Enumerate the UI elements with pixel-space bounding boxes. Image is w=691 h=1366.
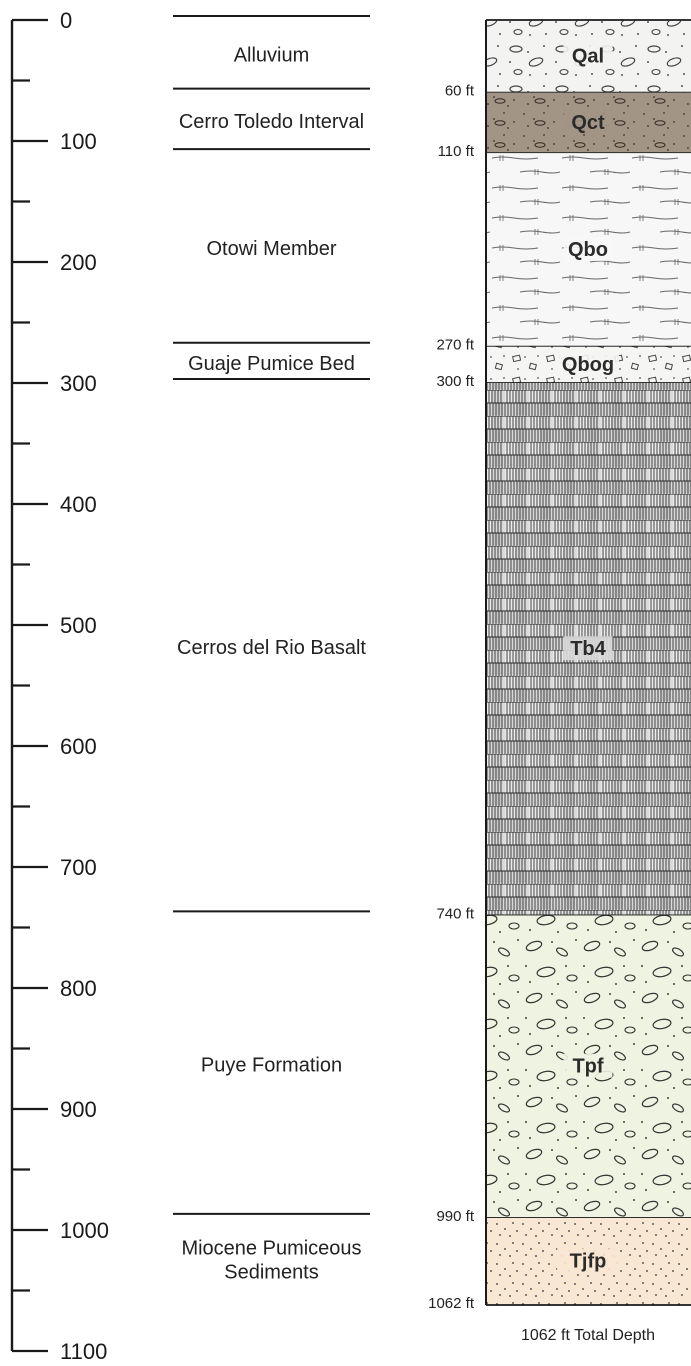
formation-name: Alluvium bbox=[234, 44, 310, 66]
scale-tick-label: 600 bbox=[60, 734, 97, 759]
scale-tick-label: 100 bbox=[60, 129, 97, 154]
column-unit-label-bg bbox=[557, 351, 619, 376]
scale-tick-label: 700 bbox=[60, 855, 97, 880]
formation-name-line: Sediments bbox=[224, 1261, 319, 1283]
formation-name: Otowi Member bbox=[206, 238, 336, 260]
formation-labels: Alluvium Cerro Toledo Interval Otowi Membe… bbox=[173, 15, 370, 1283]
formation-name: Cerros del Rio Basalt bbox=[177, 637, 366, 659]
scale-tick-label: 500 bbox=[60, 613, 97, 638]
formation-name: Cerro Toledo Interval bbox=[179, 111, 364, 133]
column-unit-label: Tjfp bbox=[570, 1250, 607, 1272]
boundary-depth-label: 270 ft bbox=[436, 337, 474, 354]
column-unit-label-bg bbox=[563, 109, 613, 134]
boundary-depth-label: 990 ft bbox=[436, 1208, 474, 1225]
scale-tick-label: 300 bbox=[60, 371, 97, 396]
formation-name: Puye Formation bbox=[201, 1055, 342, 1077]
scale-tick-label: 1100 bbox=[60, 1339, 107, 1364]
stratigraphic-column: Qal Qct Qbo Qbog Tb4 Tpf Tjfp bbox=[485, 19, 691, 1306]
boundary-depth-label: 110 ft bbox=[438, 143, 475, 160]
column-unit-label: Qbo bbox=[568, 239, 608, 261]
scale-tick-label: 200 bbox=[60, 250, 97, 275]
column-unit-label-bg bbox=[563, 236, 613, 261]
column-unit-label: Tpf bbox=[572, 1056, 603, 1078]
column-unit-label-bg bbox=[563, 636, 613, 661]
total-depth-label: 1062 ft Total Depth bbox=[521, 1327, 655, 1344]
boundary-depth-label: 740 ft bbox=[436, 905, 474, 922]
column-unit-label: Qct bbox=[571, 112, 605, 134]
column-unit-label: Qal bbox=[572, 45, 604, 67]
formation-name: Guaje Pumice Bed bbox=[188, 353, 355, 375]
column-unit-label: Tb4 bbox=[570, 638, 606, 660]
column-unit-label-bg bbox=[563, 1053, 613, 1078]
scale-tick-label: 0 bbox=[60, 8, 72, 33]
scale-tick-label: 800 bbox=[60, 976, 97, 1001]
boundary-depth-label: 300 ft bbox=[436, 373, 474, 390]
boundary-depth-labels: 60 ft 110 ft 270 ft 300 ft 740 ft 990 ft 1062 … bbox=[428, 83, 475, 1312]
column-unit-label-bg bbox=[557, 1248, 619, 1273]
scale-tick-label: 900 bbox=[60, 1097, 97, 1122]
depth-scale: 0 100 200 300 400 500 600 700 800 900 1000 1100 bbox=[10, 8, 109, 1364]
column-unit-label: Qbog bbox=[562, 354, 614, 376]
boundary-depth-label: 1062 ft bbox=[428, 1295, 475, 1312]
scale-tick-label: 1000 bbox=[60, 1218, 109, 1243]
boundary-depth-label: 60 ft bbox=[445, 83, 475, 100]
formation-name-line: Miocene Pumiceous bbox=[181, 1237, 361, 1259]
column-unit-label-bg bbox=[563, 43, 613, 68]
scale-tick-label: 400 bbox=[60, 492, 97, 517]
